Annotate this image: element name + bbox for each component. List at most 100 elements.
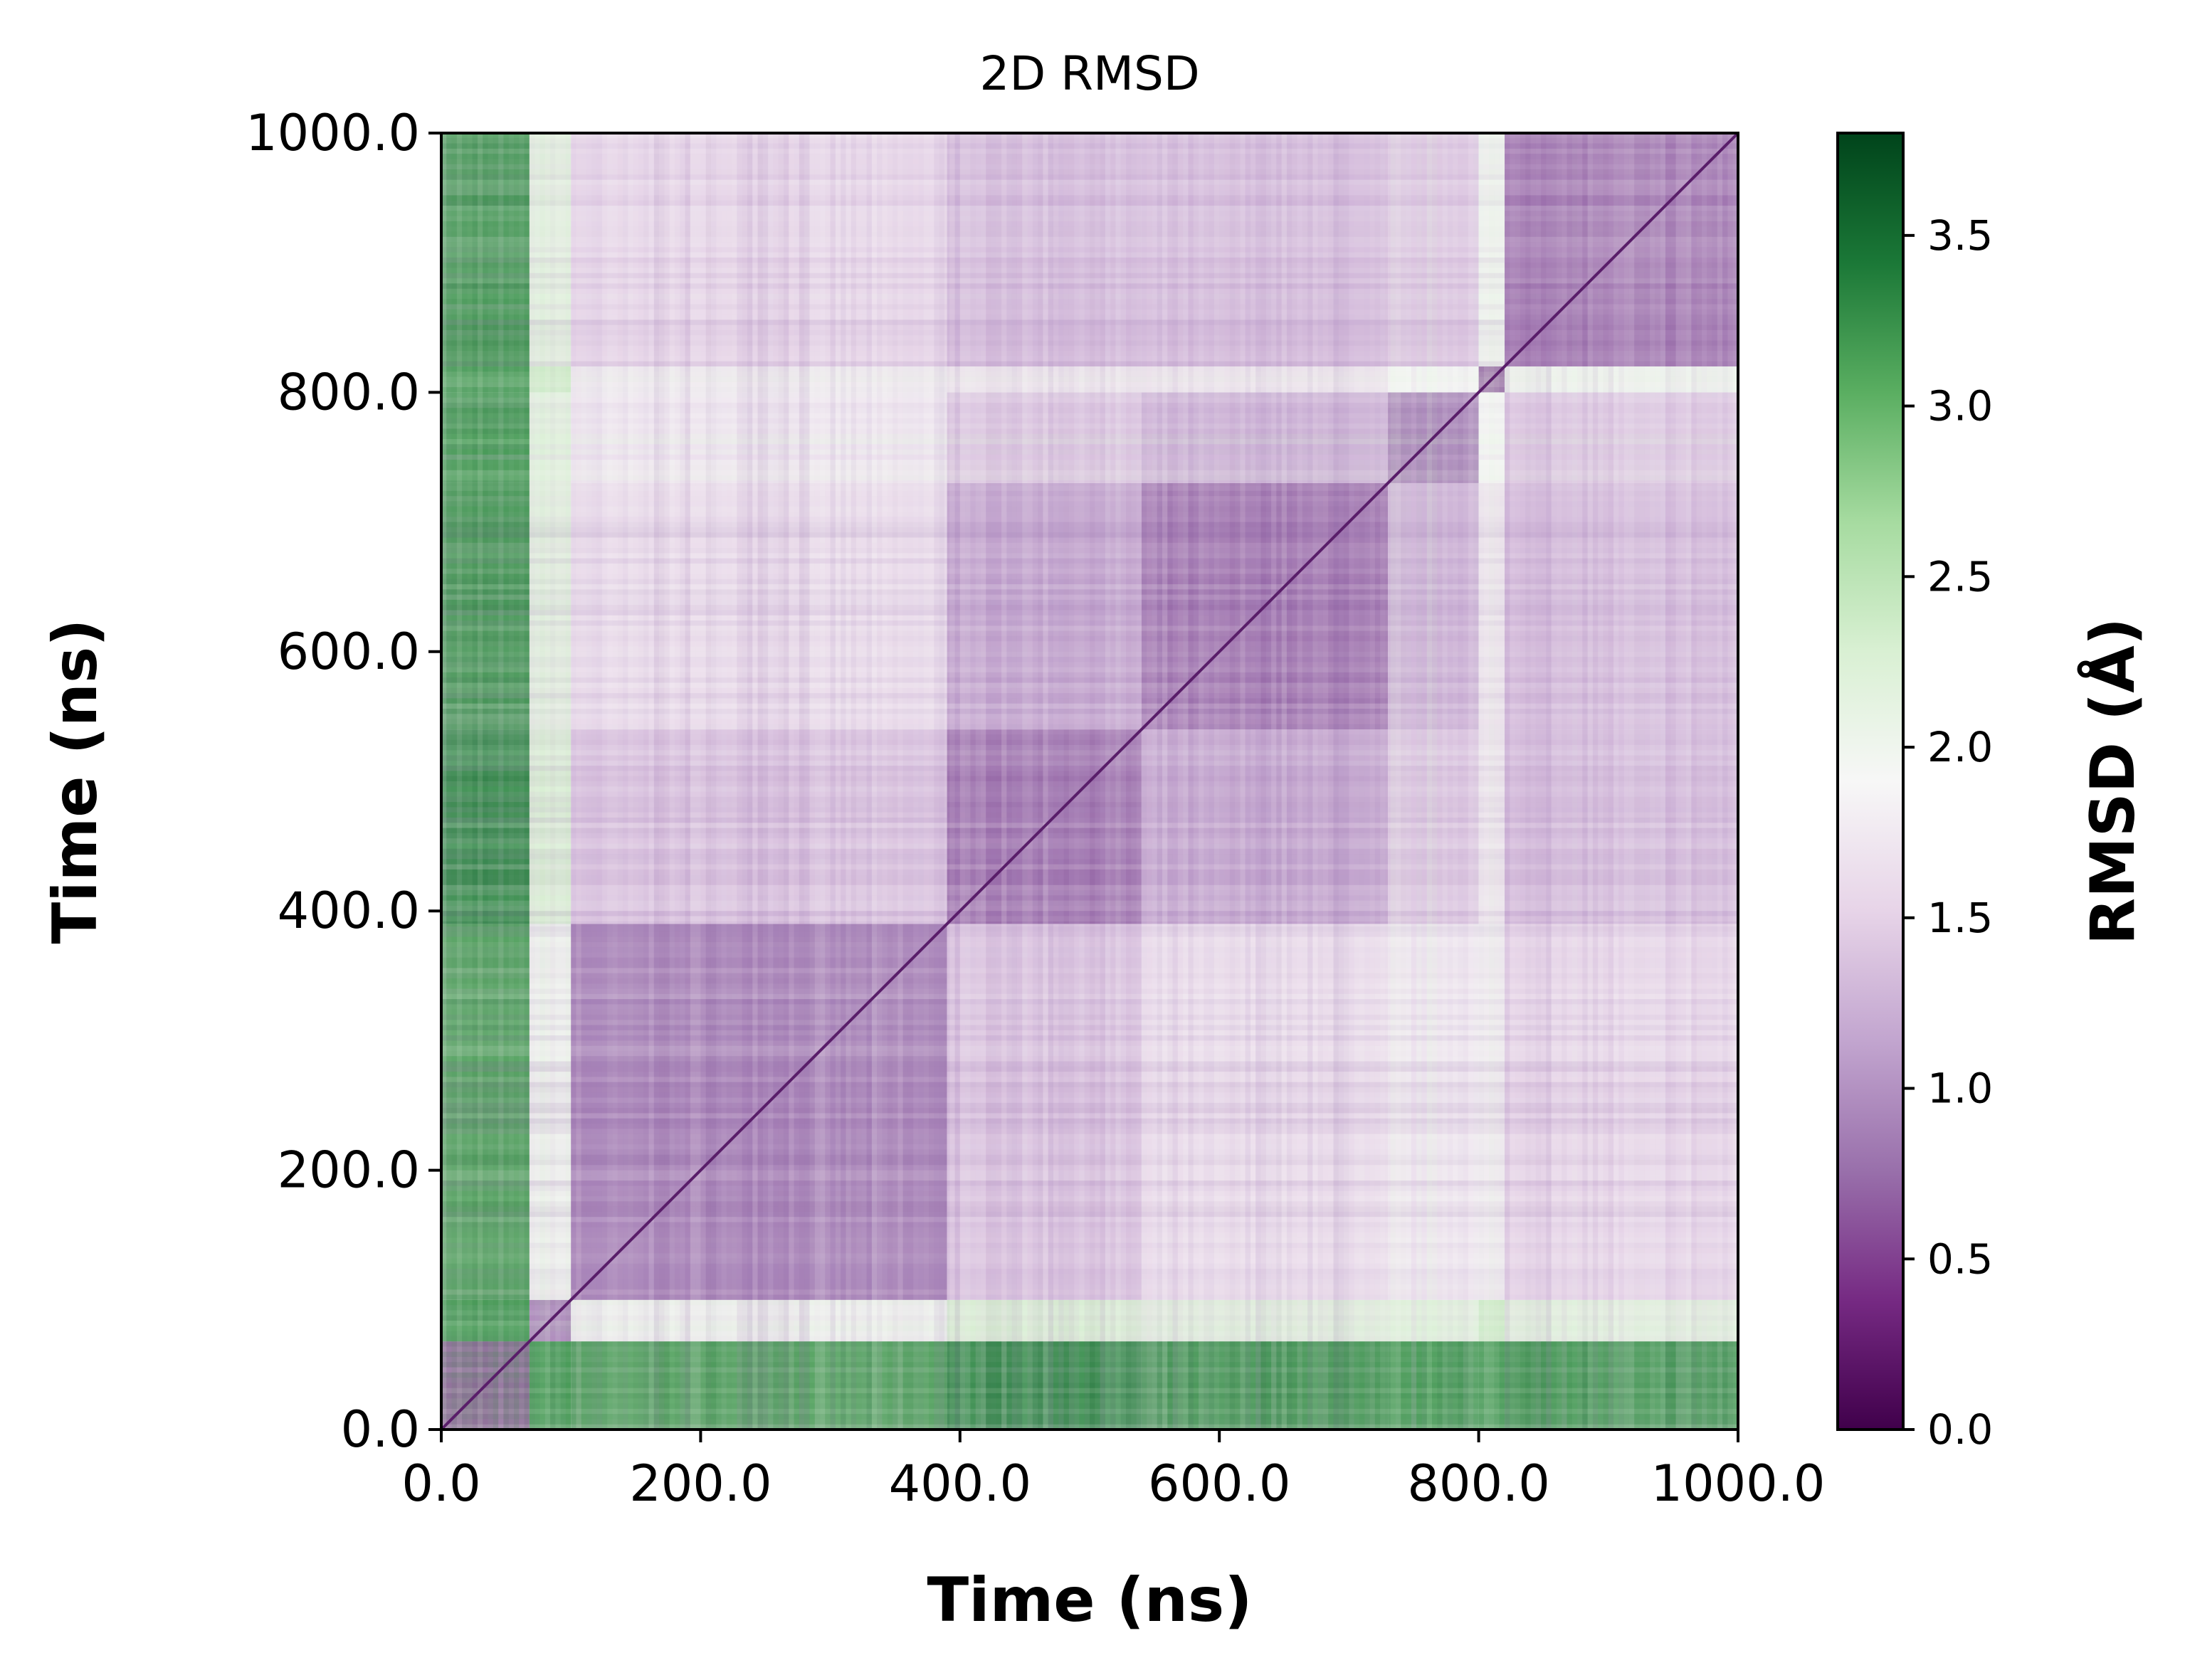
texture-row — [441, 231, 1738, 237]
texture-row — [441, 1108, 1738, 1114]
texture-column — [1224, 133, 1230, 1430]
texture-row — [441, 729, 1738, 735]
texture-column — [1732, 133, 1738, 1430]
heatmap-cell — [1141, 366, 1389, 393]
texture-column — [539, 133, 545, 1430]
texture-column — [628, 133, 633, 1430]
texture-row — [441, 781, 1738, 787]
texture-row — [441, 288, 1738, 294]
texture-column — [571, 133, 576, 1430]
texture-row — [441, 605, 1738, 611]
texture-row — [441, 1124, 1738, 1129]
texture-row — [441, 599, 1738, 606]
texture-column — [565, 133, 572, 1430]
texture-row — [441, 278, 1738, 284]
texture-row — [441, 1294, 1738, 1300]
texture-row — [441, 184, 1738, 191]
chart-title: 2D RMSD — [979, 46, 1199, 101]
texture-column — [866, 133, 872, 1430]
texture-column — [778, 133, 784, 1430]
texture-column — [1592, 133, 1599, 1430]
texture-column — [555, 133, 561, 1430]
texture-row — [441, 677, 1738, 683]
colorbar — [1836, 132, 1905, 1431]
texture-row — [441, 687, 1738, 694]
texture-row — [441, 963, 1738, 968]
texture-column — [965, 133, 971, 1430]
texture-row — [441, 1232, 1738, 1238]
texture-row — [441, 968, 1738, 973]
texture-column — [498, 133, 504, 1430]
texture-row — [441, 542, 1738, 549]
texture-row — [441, 1398, 1738, 1404]
heatmap-cell — [571, 1341, 947, 1430]
texture-row — [441, 646, 1738, 652]
texture-column — [1079, 133, 1085, 1430]
texture-row — [441, 376, 1738, 382]
texture-row — [441, 812, 1738, 818]
texture-column — [1063, 133, 1069, 1430]
texture-row — [441, 315, 1738, 320]
texture-row — [441, 1320, 1738, 1326]
heatmap-cell — [529, 1341, 572, 1430]
texture-column — [1204, 133, 1209, 1430]
texture-column — [648, 133, 654, 1430]
texture-row — [441, 309, 1738, 315]
colorbar-tick-label: 3.0 — [1927, 382, 1993, 430]
texture-column — [726, 133, 732, 1430]
texture-column — [742, 133, 747, 1430]
texture-column — [1374, 133, 1381, 1430]
texture-row — [441, 460, 1738, 465]
texture-row — [441, 1346, 1738, 1352]
texture-column — [1209, 133, 1214, 1430]
texture-column — [1675, 133, 1681, 1430]
texture-row — [441, 1154, 1738, 1161]
x-tick-label: 400.0 — [889, 1454, 1031, 1513]
texture-row — [441, 512, 1738, 517]
heatmap-cell — [1478, 392, 1505, 483]
texture-row — [441, 340, 1738, 346]
texture-row — [441, 786, 1738, 792]
texture-column — [1655, 133, 1660, 1430]
y-tick-label: 600.0 — [278, 623, 420, 681]
y-axis-label: Time (ns) — [40, 618, 111, 944]
texture-row — [441, 1129, 1738, 1134]
texture-row — [441, 1160, 1738, 1166]
texture-row — [441, 164, 1738, 170]
texture-row — [441, 693, 1738, 699]
texture-row — [441, 589, 1738, 595]
texture-row — [441, 268, 1738, 273]
texture-column — [586, 133, 592, 1430]
texture-row — [441, 1180, 1738, 1186]
texture-column — [690, 133, 696, 1430]
texture-row — [441, 1102, 1738, 1109]
texture-row — [441, 843, 1738, 849]
texture-column — [1110, 133, 1116, 1430]
texture-row — [441, 755, 1738, 761]
texture-column — [1006, 133, 1012, 1430]
x-tick-label: 0.0 — [401, 1454, 480, 1513]
texture-column — [514, 133, 520, 1430]
heatmap-cell — [947, 924, 1142, 1300]
texture-column — [674, 133, 680, 1430]
texture-row — [441, 1356, 1738, 1363]
texture-column — [1660, 133, 1665, 1430]
texture-column — [1213, 133, 1220, 1430]
texture-column — [623, 133, 628, 1430]
texture-row — [441, 760, 1738, 766]
texture-column — [804, 133, 810, 1430]
texture-column — [1162, 133, 1168, 1430]
texture-row — [441, 875, 1738, 880]
heatmap-cell — [1141, 133, 1389, 366]
texture-row — [441, 475, 1738, 481]
texture-column — [1016, 133, 1023, 1430]
texture-column — [1265, 133, 1272, 1430]
texture-column — [695, 133, 701, 1430]
texture-row — [441, 1351, 1738, 1357]
texture-row — [441, 766, 1738, 771]
texture-column — [1001, 133, 1007, 1430]
texture-row — [441, 838, 1738, 844]
texture-column — [1639, 133, 1645, 1430]
texture-row — [441, 895, 1738, 901]
